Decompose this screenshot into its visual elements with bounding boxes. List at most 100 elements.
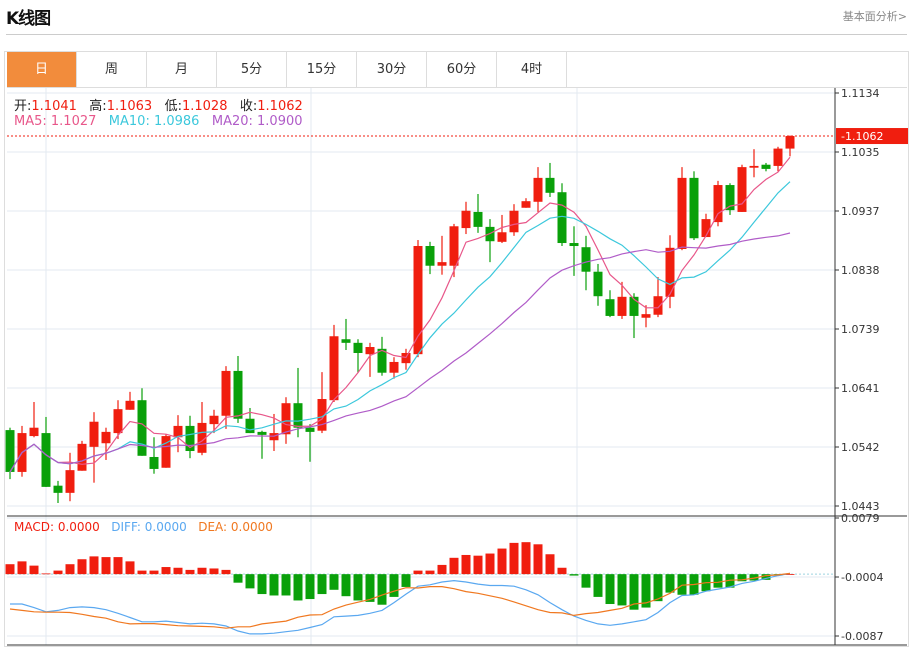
period-tabs: 日 周 月 5分 15分 30分 60分 4时 [7, 52, 907, 88]
candle-body [413, 246, 423, 355]
macd-bar [341, 574, 351, 597]
candle [425, 241, 435, 275]
candle [5, 427, 15, 480]
macd-tick-label: 0.0079 [841, 512, 880, 525]
tab-30min[interactable]: 30分 [357, 52, 427, 87]
macd-bar [641, 574, 651, 608]
candle [185, 415, 195, 459]
diff-value: DIFF: 0.0000 [111, 520, 187, 534]
macd-bar [449, 557, 459, 575]
tab-4hour[interactable]: 4时 [497, 52, 567, 87]
candle-body [221, 370, 231, 416]
candle-body [377, 348, 387, 373]
candle-body [521, 201, 531, 208]
candle-body [773, 148, 783, 166]
candle [761, 162, 771, 172]
macd-bar [677, 574, 687, 595]
macd-bar [17, 561, 27, 575]
candle-body [125, 400, 135, 410]
macd-bar [653, 574, 663, 602]
dea-line [9, 572, 791, 629]
candle-body [425, 246, 435, 266]
candle [317, 372, 327, 434]
candle [173, 415, 183, 453]
open-value: 1.1041 [31, 99, 77, 114]
candle-body [725, 185, 735, 211]
candle [233, 355, 243, 423]
candle [785, 135, 795, 157]
tab-day[interactable]: 日 [7, 52, 77, 87]
macd-bar [365, 574, 375, 602]
candle-body [785, 136, 795, 149]
tab-15min[interactable]: 15分 [287, 52, 357, 87]
candle-body [653, 296, 663, 315]
candle-body [545, 177, 555, 193]
candle [113, 400, 123, 440]
candle [665, 235, 675, 309]
macd-bar [533, 544, 543, 575]
candle-body [101, 431, 111, 444]
macd-bar [509, 542, 519, 575]
candle [677, 167, 687, 251]
candle-body [29, 427, 39, 437]
candle [593, 263, 603, 306]
candle [653, 277, 663, 318]
ma20-value: MA20: 1.0900 [211, 114, 303, 129]
macd-bar [317, 574, 327, 595]
candle-body [185, 425, 195, 452]
macd-bar [557, 567, 567, 575]
candle-body [245, 418, 255, 434]
candle-body [701, 219, 711, 238]
tab-month[interactable]: 月 [147, 52, 217, 87]
candle [221, 366, 231, 429]
macd-bar [197, 567, 207, 575]
macd-bar [257, 574, 267, 595]
close-label: 收: [239, 99, 258, 114]
macd-bar [41, 573, 51, 575]
candle-body [233, 370, 243, 419]
macd-bar [161, 567, 171, 575]
macd-bar [569, 574, 579, 576]
macd-bar [233, 574, 243, 583]
macd-bar [389, 574, 399, 597]
high-value: 1.1063 [106, 99, 153, 114]
macd-bar [221, 569, 231, 575]
candle [149, 437, 159, 474]
candle [125, 391, 135, 410]
macd-bar [77, 559, 87, 575]
candle [473, 194, 483, 233]
ma20-line [9, 232, 791, 473]
candle [509, 204, 519, 236]
candle [521, 198, 531, 208]
candle [569, 226, 579, 276]
candle-body [305, 427, 315, 432]
price-tick-label: 1.0641 [841, 382, 880, 395]
candle [545, 162, 555, 197]
candle-body [65, 470, 75, 493]
macd-bar [269, 574, 279, 596]
candle-body [737, 167, 747, 212]
candle-body [329, 336, 339, 401]
tab-week[interactable]: 周 [77, 52, 147, 87]
macd-tick-label: -0.0004 [841, 571, 883, 584]
low-value: 1.1028 [181, 99, 228, 114]
macd-bar [713, 574, 723, 588]
high-label: 高: [89, 99, 107, 114]
candle [497, 214, 507, 244]
open-label: 开: [14, 99, 32, 114]
tab-60min[interactable]: 60分 [427, 52, 497, 87]
price-tick-label: 1.1035 [841, 146, 880, 159]
macd-bar [521, 542, 531, 575]
macd-bar [173, 567, 183, 575]
fundamental-analysis-link[interactable]: 基本面分析> [842, 10, 907, 23]
candle [641, 305, 651, 328]
candle-body [293, 403, 303, 428]
ma10-line [9, 181, 791, 473]
price-tick-label: 1.0838 [841, 264, 880, 277]
macd-bar [125, 561, 135, 575]
candle [161, 434, 171, 468]
tab-5min[interactable]: 5分 [217, 52, 287, 87]
macd-bar [185, 569, 195, 575]
